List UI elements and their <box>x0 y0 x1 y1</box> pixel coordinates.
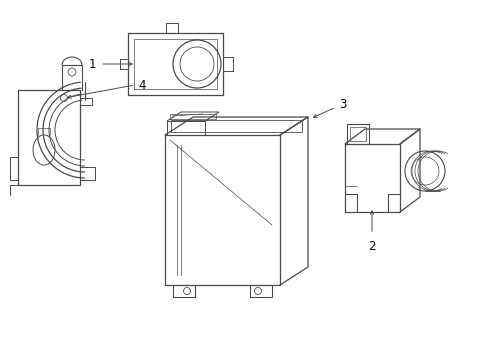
Text: 4: 4 <box>138 78 146 91</box>
Text: 3: 3 <box>339 98 346 111</box>
Text: 1: 1 <box>89 58 96 71</box>
Text: 2: 2 <box>368 240 376 253</box>
